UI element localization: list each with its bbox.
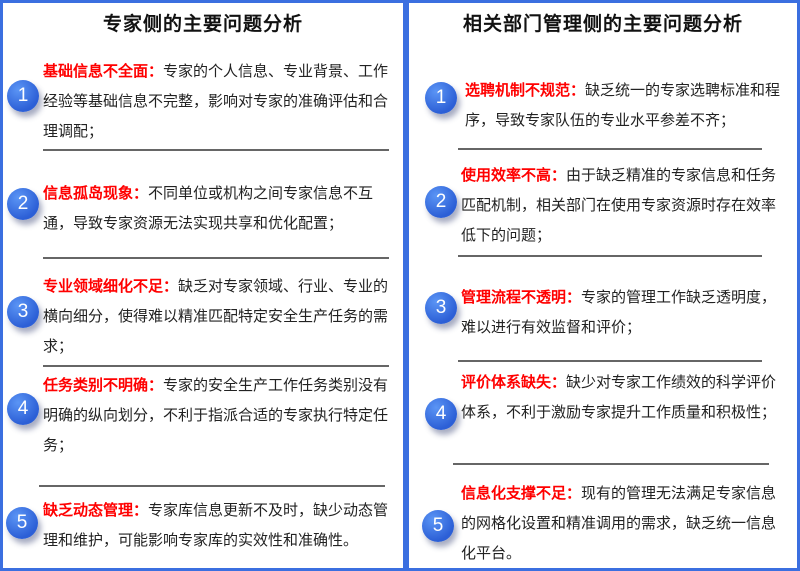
list-item: 任务类别不明确：专家的安全生产工作任务类别没有明确的纵向划分，不利于指派合适的专… (43, 370, 401, 460)
item-text: 缺少对专家工作绩效的科学评价体系，不利于激励专家提升工作质量和积极性； (461, 373, 777, 421)
number-badge-1: 1 (7, 80, 39, 112)
department-side-panel: 相关部门管理侧的主要问题分析 1 选聘机制不规范：缺乏统一的专家选聘标准和程序，… (406, 0, 800, 571)
list-item: 管理流程不透明：专家的管理工作缺乏透明度，难以进行有效监督和评价； (461, 282, 781, 342)
list-item: 专业领域细化不足：缺乏对专家领域、行业、专业的横向细分，使得难以精准匹配特定安全… (43, 271, 401, 361)
number-badge-5: 5 (6, 507, 38, 539)
item-label: 缺乏动态管理： (43, 501, 149, 519)
item-text: 缺乏对专家领域、行业、专业的横向细分，使得难以精准匹配特定安全生产任务的需求； (43, 277, 389, 355)
item-label: 任务类别不明确： (43, 376, 164, 394)
item-text: 现有的管理无法满足专家信息的网格化设置和精准调用的需求，缺乏统一信息化平台。 (461, 484, 777, 562)
item-text: 专家的管理工作缺乏透明度，难以进行有效监督和评价； (461, 288, 777, 336)
divider (458, 360, 762, 362)
divider (458, 148, 762, 150)
list-item: 基础信息不全面：专家的个人信息、专业背景、工作经验等基础信息不完整，影响对专家的… (43, 56, 401, 146)
list-item: 评价体系缺失：缺少对专家工作绩效的科学评价体系，不利于激励专家提升工作质量和积极… (461, 367, 781, 427)
divider (43, 149, 389, 151)
number-badge-1: 1 (425, 82, 457, 114)
number-badge-5: 5 (422, 510, 454, 542)
divider (458, 255, 762, 257)
expert-side-panel: 专家侧的主要问题分析 1 基础信息不全面：专家的个人信息、专业背景、工作经验等基… (0, 0, 406, 571)
item-text: 专家的个人信息、专业背景、工作经验等基础信息不完整，影响对专家的准确评估和合理调… (43, 62, 389, 140)
item-label: 信息化支撑不足： (461, 484, 582, 502)
item-label: 选聘机制不规范： (465, 81, 586, 99)
number-badge-3: 3 (7, 296, 39, 328)
number-badge-4: 4 (7, 393, 39, 425)
item-label: 管理流程不透明： (461, 288, 582, 306)
divider (43, 257, 389, 259)
number-badge-2: 2 (7, 188, 39, 220)
number-badge-2: 2 (425, 186, 457, 218)
item-label: 评价体系缺失： (461, 373, 567, 391)
list-item: 信息化支撑不足：现有的管理无法满足专家信息的网格化设置和精准调用的需求，缺乏统一… (461, 478, 781, 568)
item-label: 专业领域细化不足： (43, 277, 179, 295)
divider (453, 463, 769, 465)
panel-title: 专家侧的主要问题分析 (102, 13, 303, 35)
number-badge-4: 4 (425, 398, 457, 430)
panel-title: 相关部门管理侧的主要问题分析 (462, 13, 743, 35)
list-item: 使用效率不高：由于缺乏精准的专家信息和任务匹配机制，相关部门在使用专家资源时存在… (461, 160, 781, 250)
list-item: 选聘机制不规范：缺乏统一的专家选聘标准和程序，导致专家队伍的专业水平参差不齐； (465, 75, 785, 135)
list-item: 缺乏动态管理：专家库信息更新不及时，缺少动态管理和维护，可能影响专家库的实效性和… (43, 495, 401, 555)
item-label: 基础信息不全面： (43, 62, 164, 80)
item-text: 不同单位或机构之间专家信息不互通，导致专家资源无法实现共享和优化配置； (43, 184, 374, 232)
item-text: 专家库信息更新不及时，缺少动态管理和维护，可能影响专家库的实效性和准确性。 (43, 501, 389, 549)
item-text: 由于缺乏精准的专家信息和任务匹配机制，相关部门在使用专家资源时存在效率低下的问题… (461, 166, 777, 244)
list-item: 信息孤岛现象：不同单位或机构之间专家信息不互通，导致专家资源无法实现共享和优化配… (43, 178, 401, 238)
divider (43, 365, 389, 367)
item-label: 使用效率不高： (461, 166, 567, 184)
item-label: 信息孤岛现象： (43, 184, 149, 202)
item-text: 缺乏统一的专家选聘标准和程序，导致专家队伍的专业水平参差不齐； (465, 81, 781, 129)
number-badge-3: 3 (425, 292, 457, 324)
divider (39, 485, 385, 487)
item-text: 专家的安全生产工作任务类别没有明确的纵向划分，不利于指派合适的专家执行特定任务； (43, 376, 389, 454)
